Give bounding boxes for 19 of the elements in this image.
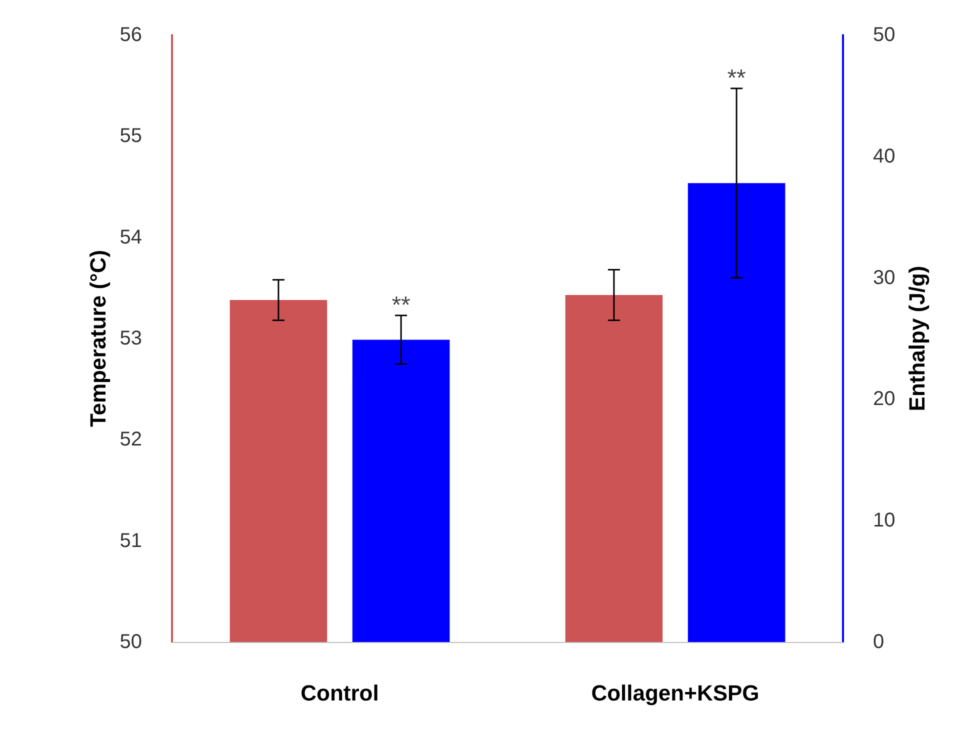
y-tick-label: 51 bbox=[120, 530, 142, 552]
y2-tick-label: 50 bbox=[873, 24, 896, 46]
y-tick-label: 54 bbox=[120, 226, 142, 248]
annotation: ** bbox=[392, 292, 410, 319]
x-tick-label: Control bbox=[300, 680, 379, 706]
y-tick-label: 56 bbox=[120, 24, 142, 46]
y2-tick-label: 30 bbox=[873, 266, 896, 289]
y2-tick-label: 0 bbox=[873, 631, 884, 653]
y2-tick-label: 40 bbox=[873, 145, 896, 168]
x-tick-label: Collagen+KSPG bbox=[591, 680, 760, 706]
y2-tick-label: 10 bbox=[873, 510, 896, 532]
y-axis-title: Temperature (°C) bbox=[85, 250, 110, 428]
y-tick-label: 55 bbox=[120, 125, 142, 148]
y-tick-label: 52 bbox=[120, 428, 142, 451]
y2-tick-label: 20 bbox=[873, 388, 896, 410]
annotation: ** bbox=[727, 64, 746, 92]
y-tick-label: 50 bbox=[120, 631, 142, 653]
y2-axis-title: Enthalpy (J/g) bbox=[904, 266, 930, 412]
y-tick-label: 53 bbox=[120, 328, 142, 350]
